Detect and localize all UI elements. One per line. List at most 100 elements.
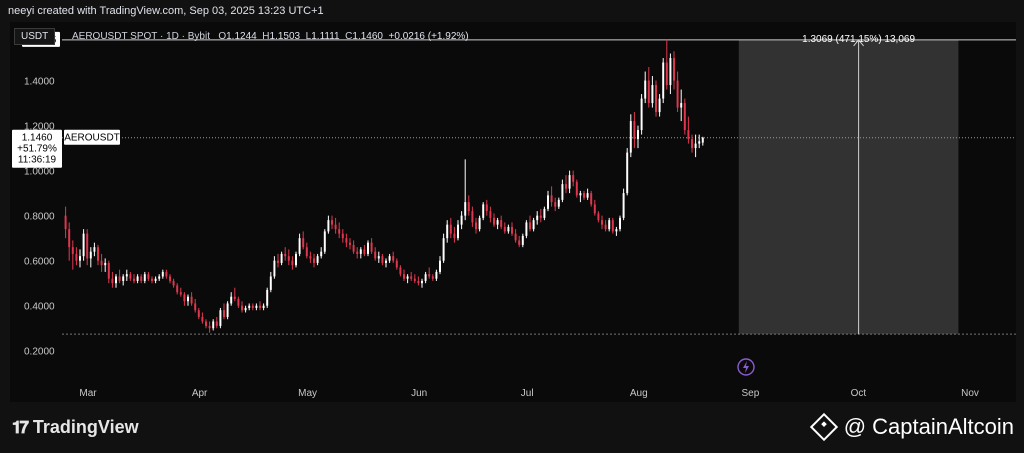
candle-body bbox=[507, 226, 510, 232]
candle-body bbox=[111, 278, 114, 284]
candle-body bbox=[374, 251, 377, 259]
candle-body bbox=[385, 260, 387, 263]
y-tick-label: 1.4000 bbox=[24, 77, 55, 88]
candle-body bbox=[161, 271, 164, 277]
candle-body bbox=[313, 258, 315, 263]
candlestick-chart[interactable]: 1.3069 (471.15%) 13,069 0.2000 0.4000 0.600… bbox=[10, 22, 1016, 402]
candle-body bbox=[644, 80, 647, 99]
candle-body bbox=[179, 292, 182, 295]
candle-body bbox=[356, 251, 359, 254]
price-label-countdown: 11:36:19 bbox=[18, 155, 57, 166]
candle-body bbox=[439, 260, 441, 272]
candle-body bbox=[655, 85, 657, 113]
candle-body bbox=[367, 242, 369, 254]
candle-body bbox=[241, 305, 243, 311]
x-tick-label: Jun bbox=[411, 388, 427, 399]
candle-body bbox=[223, 310, 225, 317]
currency-button[interactable]: USDT bbox=[14, 28, 56, 45]
candle-body bbox=[521, 235, 524, 245]
candle-body bbox=[75, 253, 78, 261]
candle-body bbox=[619, 217, 621, 230]
candle-body bbox=[79, 256, 81, 261]
candle-body bbox=[71, 247, 74, 254]
candle-body bbox=[370, 242, 373, 252]
candle-body bbox=[341, 233, 344, 239]
tradingview-logo-icon: 𝟏𝟕 bbox=[12, 417, 29, 437]
candle-body bbox=[118, 276, 121, 281]
open-value: 1.1244 bbox=[226, 31, 257, 42]
candle-body bbox=[331, 220, 333, 225]
measure-arrow-head bbox=[853, 39, 864, 47]
candle-body bbox=[658, 98, 661, 113]
candle-body bbox=[554, 202, 557, 207]
candle-body bbox=[388, 256, 391, 261]
candle-body bbox=[525, 222, 528, 236]
symbol-label-box bbox=[64, 129, 120, 145]
brand-text: @ CaptainAltcoin bbox=[843, 414, 1014, 439]
candle-body bbox=[539, 215, 542, 218]
close-value: 1.1460 bbox=[352, 31, 383, 42]
candle-body bbox=[431, 276, 434, 279]
candle-body bbox=[338, 229, 341, 234]
candle-body bbox=[381, 256, 384, 263]
candle-body bbox=[449, 224, 452, 234]
high-value: 1.1503 bbox=[269, 31, 301, 42]
x-tick-label: Aug bbox=[630, 388, 648, 399]
candle-body bbox=[280, 253, 283, 263]
candle-body bbox=[561, 184, 564, 200]
candle-body bbox=[615, 229, 618, 232]
candle-body bbox=[93, 247, 96, 252]
candle-body bbox=[151, 278, 153, 281]
event-bolt-icon bbox=[737, 358, 755, 376]
candle-body bbox=[190, 296, 193, 304]
candle-body bbox=[287, 256, 290, 261]
y-tick-label: 1.0000 bbox=[24, 167, 55, 178]
candle-body bbox=[363, 249, 366, 254]
candle-body bbox=[68, 229, 71, 248]
candle-body bbox=[403, 274, 405, 279]
candle-body bbox=[172, 280, 175, 286]
candle-body bbox=[424, 274, 427, 281]
candle-body bbox=[129, 274, 132, 279]
candle-body bbox=[457, 224, 459, 239]
candle-body bbox=[691, 139, 693, 149]
candle-body bbox=[489, 211, 492, 218]
candle-body bbox=[345, 238, 348, 243]
candle-body bbox=[248, 305, 251, 308]
candle-body bbox=[565, 184, 567, 189]
candle-body bbox=[669, 58, 672, 86]
candle-body bbox=[251, 305, 254, 308]
candle-body bbox=[637, 130, 639, 140]
candle-body bbox=[233, 296, 236, 299]
candle-body bbox=[475, 222, 477, 230]
candle-body bbox=[122, 276, 125, 281]
candle-body bbox=[460, 215, 463, 225]
candle-body bbox=[694, 143, 697, 149]
candle-body bbox=[529, 222, 531, 230]
candle-body bbox=[176, 285, 179, 293]
candle-body bbox=[309, 256, 312, 259]
y-tick-label: 0.6000 bbox=[24, 257, 55, 268]
candle-body bbox=[601, 220, 603, 225]
candle-body bbox=[82, 233, 85, 257]
candle-body bbox=[665, 62, 668, 86]
candle-body bbox=[205, 321, 207, 326]
chart-area[interactable]: 1.3069 (471.15%) 13,069 0.2000 0.4000 0.600… bbox=[10, 22, 1016, 402]
candle-body bbox=[622, 193, 625, 218]
low-value: 1.1111 bbox=[311, 31, 340, 42]
candle-body bbox=[208, 325, 211, 329]
candle-body bbox=[503, 226, 506, 232]
candle-body bbox=[244, 307, 247, 311]
candle-body bbox=[579, 193, 582, 196]
candle-body bbox=[125, 274, 128, 277]
candle-body bbox=[662, 62, 665, 99]
candle-body bbox=[392, 256, 395, 261]
candle-body bbox=[165, 271, 168, 277]
brand-diamond-icon bbox=[809, 412, 838, 442]
candle-body bbox=[154, 278, 157, 281]
x-tick-label: Sep bbox=[742, 388, 760, 399]
price-label-price: 1.1460 bbox=[22, 133, 53, 144]
x-tick-label: Apr bbox=[192, 388, 208, 399]
candle-body bbox=[320, 251, 323, 257]
